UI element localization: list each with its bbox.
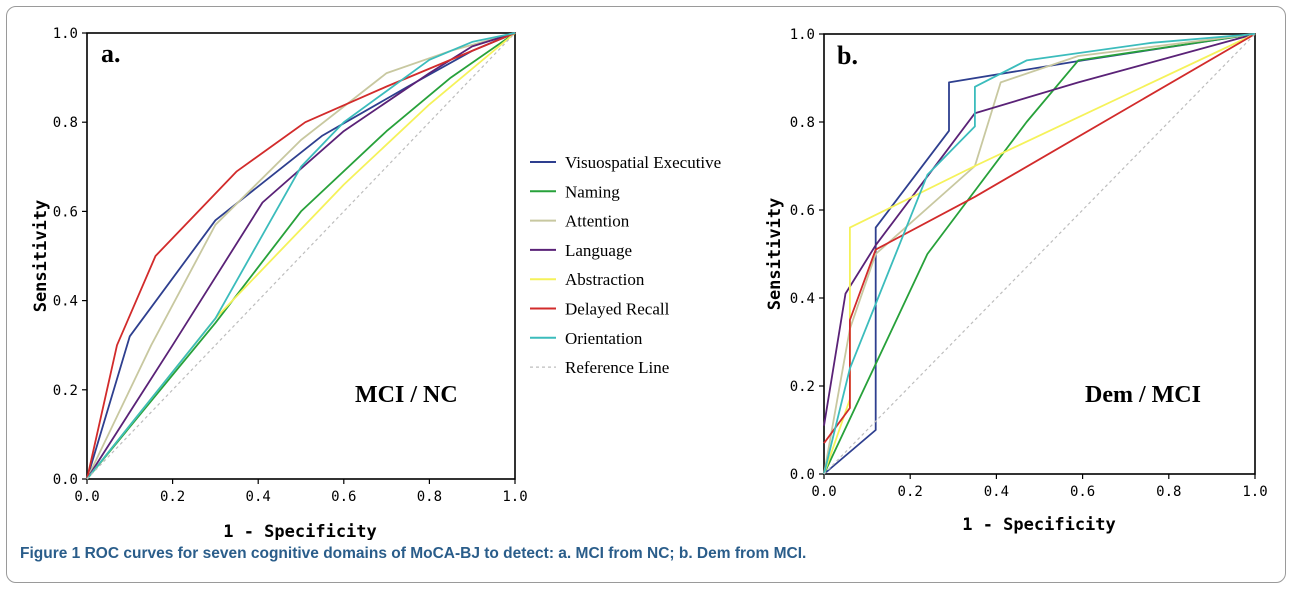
panel-b-group-label: Dem / MCI — [1085, 382, 1201, 408]
legend-label-language: Language — [565, 241, 632, 260]
legend-label-attention: Attention — [565, 212, 630, 231]
panel-a-x-axis-label: 1 - Specificity — [223, 522, 377, 540]
panel-a-x-tick-label: 0.2 — [160, 489, 185, 505]
panel-b-y-tick-label: 0.4 — [790, 291, 815, 307]
panel-a-label: a. — [101, 39, 121, 68]
panel-b-label: b. — [837, 41, 858, 70]
panel-a-x-tick-label: 0.6 — [331, 489, 356, 505]
panel-a-x-tick-label: 1.0 — [502, 489, 527, 505]
panel-a-x-tick-label: 0.8 — [417, 489, 442, 505]
panel-a-y-tick-label: 1.0 — [53, 26, 78, 42]
figure-caption: Figure 1 ROC curves for seven cognitive … — [20, 545, 806, 563]
panel-b-y-tick-label: 0.6 — [790, 203, 815, 219]
panel-b-x-tick-label: 1.0 — [1242, 484, 1267, 500]
panel-b-x-tick-label: 0.0 — [811, 484, 836, 500]
panel-b-x-tick-label: 0.2 — [898, 484, 923, 500]
panel-a-y-tick-label: 0.6 — [53, 204, 78, 220]
panel-b-series-orientation — [823, 33, 1256, 475]
panel-a-series-naming — [86, 32, 516, 480]
panel-b-series-naming — [823, 33, 1256, 475]
panel-b-y-tick-label: 0.8 — [790, 115, 815, 131]
panel-b-series-reference-line — [823, 33, 1256, 475]
panel-a-series-reference-line — [86, 32, 516, 480]
panel-a-y-tick-label: 0.4 — [53, 294, 78, 310]
panel-b-x-axis-label: 1 - Specificity — [962, 515, 1116, 535]
panel-a-y-tick-label: 0.2 — [53, 383, 78, 399]
legend-label-naming: Naming — [565, 182, 620, 201]
caption-text: ROC curves for seven cognitive domains o… — [84, 545, 807, 562]
panel-b-x-tick-label: 0.6 — [1070, 484, 1095, 500]
panel-b-x-tick-label: 0.8 — [1156, 484, 1181, 500]
panel-b-x-tick-label: 0.4 — [984, 484, 1009, 500]
figure-frame — [6, 6, 1286, 583]
panel-b-y-axis-label: Sensitivity — [765, 198, 785, 311]
panel-a-y-tick-label: 0.8 — [53, 115, 78, 131]
panel-b-series-delayed-recall — [823, 33, 1256, 444]
panel-b-y-tick-label: 0.0 — [790, 467, 815, 483]
panel-a-x-tick-label: 0.4 — [246, 489, 271, 505]
panel-b-series-abstraction — [823, 33, 1256, 475]
legend-label-delayed-recall: Delayed Recall — [565, 300, 670, 319]
roc-figure: 0.0 0.2 0.4 0.6 0.8 1.0 0.0 0.2 0.4 0.6 0.8 1.0 1 - … — [31, 26, 1268, 540]
panel-a-series-orientation — [86, 32, 516, 480]
legend-label-abstraction: Abstraction — [565, 270, 645, 289]
legend-label-reference-line: Reference Line — [565, 358, 669, 377]
panel-b-y-tick-label: 1.0 — [790, 27, 815, 43]
panel-a-x-tick-label: 0.0 — [74, 489, 99, 505]
caption-figure-label: Figure 1 — [20, 545, 81, 562]
panel-a-y-tick-label: 0.0 — [53, 472, 78, 488]
panel-a-series-delayed-recall — [86, 32, 516, 480]
legend-label-visuospatial-executive: Visuospatial Executive — [565, 153, 721, 172]
panel-a-group-label: MCI / NC — [355, 382, 458, 408]
panel-a-y-axis-label: Sensitivity — [31, 200, 51, 313]
panel-a-series-language — [86, 32, 516, 480]
legend-label-orientation: Orientation — [565, 329, 643, 348]
panel-b-y-tick-label: 0.2 — [790, 379, 815, 395]
